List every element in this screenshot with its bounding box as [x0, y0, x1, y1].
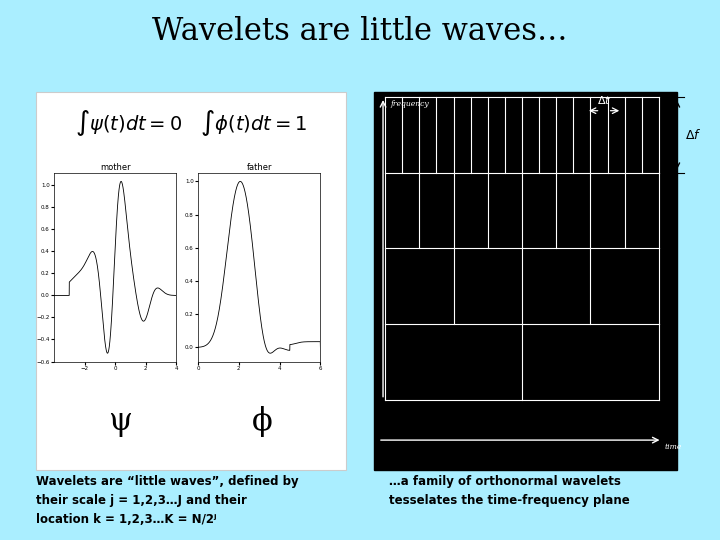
- Text: Wavelets are little waves…: Wavelets are little waves…: [152, 16, 568, 47]
- Text: Wavelets are “little waves”, defined by
their scale j = 1,2,3…J and their
locati: Wavelets are “little waves”, defined by …: [36, 475, 299, 526]
- Text: time: time: [665, 443, 682, 451]
- Text: $\int\psi(t)dt = 0 \quad \int\phi(t)dt = 1$: $\int\psi(t)dt = 0 \quad \int\phi(t)dt =…: [75, 108, 307, 138]
- Text: ϕ: ϕ: [251, 406, 272, 437]
- Text: frequency: frequency: [390, 100, 429, 108]
- Text: …a family of orthonormal wavelets
tesselates the time-frequency plane: …a family of orthonormal wavelets tessel…: [389, 475, 629, 507]
- FancyBboxPatch shape: [36, 92, 346, 470]
- FancyBboxPatch shape: [374, 92, 677, 470]
- Text: $\Delta f$: $\Delta f$: [685, 128, 702, 142]
- Text: $\Delta t$: $\Delta t$: [597, 94, 611, 106]
- Title: father: father: [246, 163, 272, 172]
- Title: mother: mother: [100, 163, 130, 172]
- Text: ψ: ψ: [107, 406, 132, 437]
